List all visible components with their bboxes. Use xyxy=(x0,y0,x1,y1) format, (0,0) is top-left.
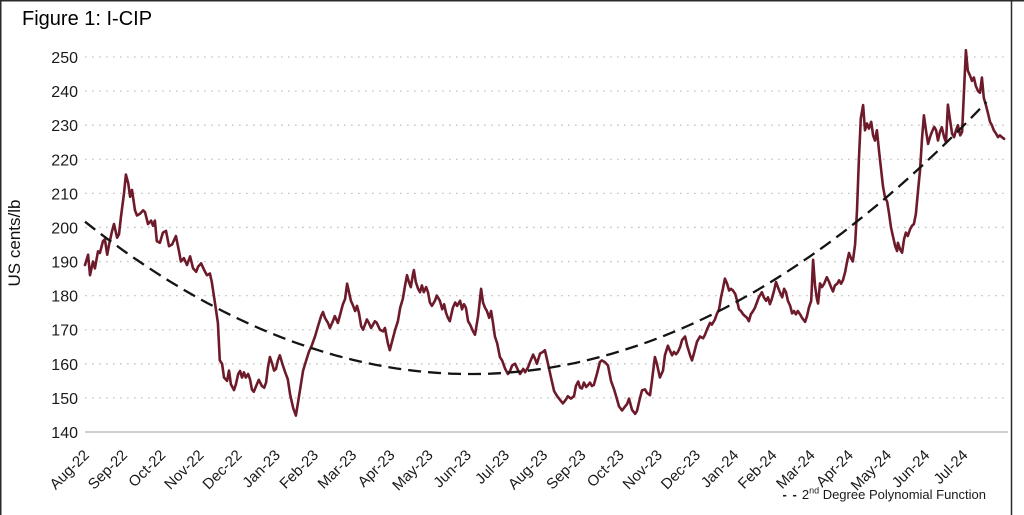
x-tick-label: Feb-23 xyxy=(276,447,322,493)
legend: - -2nd Degree Polynomial Function xyxy=(782,485,986,502)
y-tick-label: 200 xyxy=(51,220,78,237)
x-tick-label: Feb-24 xyxy=(735,447,781,493)
x-tick-label: Oct-23 xyxy=(584,447,628,491)
y-tick-label: 170 xyxy=(51,323,78,340)
figure-title: Figure 1: I-CIP xyxy=(22,8,153,30)
y-axis-title: US cents/lb xyxy=(5,200,24,287)
x-tick-label: Dec-23 xyxy=(658,447,704,493)
x-tick-label: Jun-24 xyxy=(889,447,933,491)
x-tick-label: Nov-22 xyxy=(161,447,207,493)
x-tick-label: Dec-22 xyxy=(199,447,245,493)
x-tick-label: Aug-22 xyxy=(47,447,93,493)
y-tick-label: 230 xyxy=(51,118,78,135)
x-tick-label: Jul-24 xyxy=(931,447,972,488)
y-tick-label: 190 xyxy=(51,255,78,272)
x-tick-label: Mar-23 xyxy=(315,447,361,493)
x-tick-label: Aug-23 xyxy=(505,447,551,493)
y-tick-label: 180 xyxy=(51,289,78,306)
x-tick-label: Jun-23 xyxy=(430,447,474,491)
y-tick-label: 160 xyxy=(51,357,78,374)
x-tick-label: Sep-23 xyxy=(543,447,589,493)
x-tick-label: May-23 xyxy=(389,447,436,494)
y-tick-label: 220 xyxy=(51,152,78,169)
dashed-line-legend-marker: - - xyxy=(782,487,798,502)
price-line xyxy=(83,48,1006,417)
x-tick-label: Jan-24 xyxy=(698,447,742,491)
y-tick-label: 140 xyxy=(51,425,78,442)
y-tick-label: 240 xyxy=(51,84,78,101)
legend-label-rest: Degree Polynomial Function xyxy=(819,487,986,502)
legend-label-sup: nd xyxy=(809,485,820,496)
y-tick-label: 210 xyxy=(51,186,78,203)
legend-label-base: 2 xyxy=(801,487,810,502)
y-tick-label: 150 xyxy=(51,391,78,408)
x-tick-label: Nov-23 xyxy=(620,447,666,493)
x-tick-label: Sep-22 xyxy=(85,447,131,493)
x-tick-label: Jan-23 xyxy=(239,447,283,491)
y-tick-label: 250 xyxy=(51,50,78,67)
trend-line xyxy=(84,101,988,376)
x-tick-label: Oct-22 xyxy=(125,447,169,491)
